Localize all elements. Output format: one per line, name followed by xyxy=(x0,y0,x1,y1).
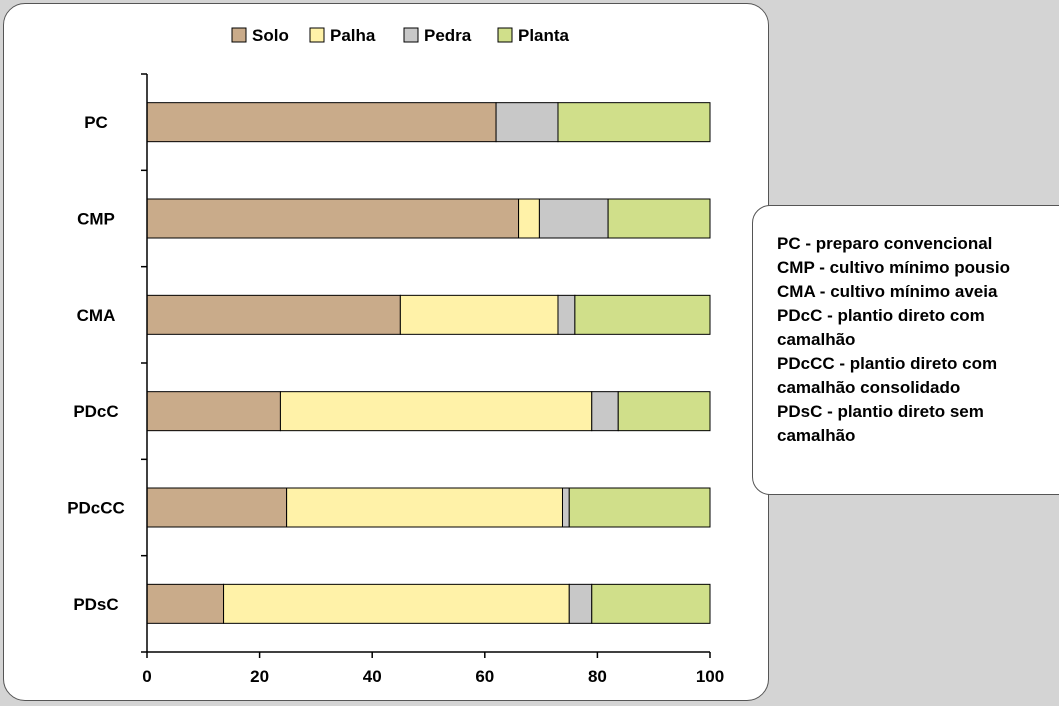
bar-segment-pedra xyxy=(568,583,593,624)
legend-line: CMA - cultivo mínimo aveia xyxy=(777,282,998,301)
bar-segment-pedra xyxy=(557,294,576,335)
legend-line: camalhão xyxy=(777,330,856,349)
abbreviation-legend: PC - preparo convencional CMP - cultivo … xyxy=(752,205,1059,495)
legend-label-solo: Solo xyxy=(252,26,289,45)
x-tick-label: 0 xyxy=(142,667,151,686)
legend-swatch-pedra xyxy=(403,27,419,43)
bar-segment-palha xyxy=(286,487,563,528)
bar-segment-solo xyxy=(146,583,225,624)
bar-segment-solo xyxy=(146,391,281,432)
x-tick-label: 40 xyxy=(363,667,382,686)
legend-line: CMP - cultivo mínimo pousio xyxy=(777,258,1010,277)
bar-segment-pedra xyxy=(538,198,609,239)
category-label: PDcCC xyxy=(67,499,125,518)
bar-segment-planta xyxy=(607,198,711,239)
x-tick-label: 100 xyxy=(696,667,724,686)
bar-segment-solo xyxy=(146,487,288,528)
legend-line: PC - preparo convencional xyxy=(777,234,993,253)
legend-label-palha: Palha xyxy=(330,26,376,45)
bar-segment-pedra xyxy=(591,391,619,432)
bar-segment-planta xyxy=(568,487,711,528)
category-label: PDcC xyxy=(73,402,118,421)
x-tick-label: 80 xyxy=(588,667,607,686)
legend-label-pedra: Pedra xyxy=(424,26,472,45)
category-label: PDsC xyxy=(73,595,118,614)
bar-segment-planta xyxy=(617,391,711,432)
chart-svg: PC CMP CMA PDcC PDcCC PDsC 0 20 40 60 80 100 Solo Pal… xyxy=(67,26,724,686)
bar-segment-planta xyxy=(574,294,711,335)
legend-swatch-planta xyxy=(497,27,513,43)
bar-segment-solo xyxy=(146,294,401,335)
x-tick-label: 20 xyxy=(250,667,269,686)
bar-segment-palha xyxy=(518,198,540,239)
legend-swatch-palha xyxy=(309,27,325,43)
legend-line: PDcCC - plantio direto com xyxy=(777,354,998,373)
bar-segment-planta xyxy=(557,102,711,143)
legend-line: PDcC - plantio direto com xyxy=(777,306,985,325)
legend-label-planta: Planta xyxy=(518,26,570,45)
bar-segment-planta xyxy=(591,583,711,624)
bar-segment-pedra xyxy=(561,487,570,528)
legend-line: PDsC - plantio direto sem xyxy=(777,402,984,421)
legend-line: camalhão consolidado xyxy=(777,378,961,397)
bar-segment-pedra xyxy=(495,102,559,143)
legend-swatch-solo xyxy=(231,27,247,43)
category-label: CMP xyxy=(77,210,115,229)
category-label: PC xyxy=(84,113,108,132)
bar-segment-solo xyxy=(146,102,497,143)
x-tick-label: 60 xyxy=(475,667,494,686)
category-label: CMA xyxy=(77,306,116,325)
legend-line: camalhão xyxy=(777,426,856,445)
chart-panel: PC CMP CMA PDcC PDcCC PDsC 0 20 40 60 80 100 Solo Pal… xyxy=(3,3,769,701)
bar-segment-palha xyxy=(279,391,593,432)
bar-segment-palha xyxy=(223,583,570,624)
bar-segment-palha xyxy=(399,294,559,335)
bar-segment-solo xyxy=(146,198,520,239)
